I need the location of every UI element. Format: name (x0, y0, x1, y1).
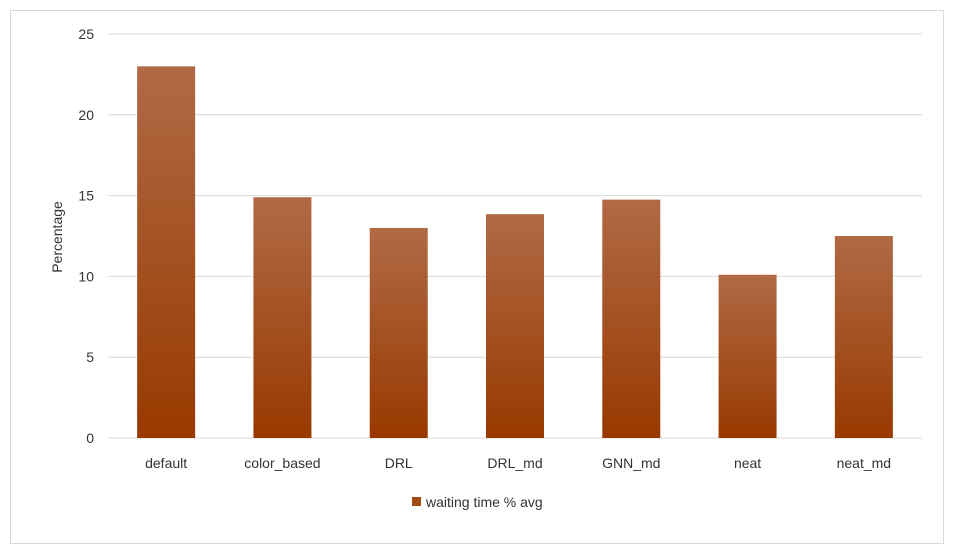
y-tick-label-0: 0 (86, 430, 94, 446)
legend-swatch (412, 497, 421, 506)
bar-neat_md (834, 236, 893, 438)
x-tick-labels: default color_based DRL DRL_md GNN_md neat nea… (145, 455, 891, 471)
gridlines (108, 33, 922, 439)
x-tick-label-neat_md: neat_md (837, 455, 891, 471)
legend: waiting time % avg (412, 494, 543, 510)
bar-color_based (253, 197, 312, 438)
y-tick-label-20: 20 (78, 107, 94, 123)
y-tick-label-10: 10 (78, 268, 94, 284)
y-tick-label-15: 15 (78, 188, 94, 204)
y-tick-label-25: 25 (78, 26, 94, 42)
bar-neat (718, 274, 777, 438)
bar-DRL (369, 227, 428, 438)
x-tick-label-neat: neat (734, 455, 761, 471)
bar-default (137, 66, 196, 438)
legend-label: waiting time % avg (425, 494, 543, 510)
x-tick-label-DRL: DRL (385, 455, 413, 471)
x-tick-label-color_based: color_based (244, 455, 320, 471)
bars (137, 66, 893, 438)
bar-DRL_md (486, 214, 544, 438)
x-tick-label-default: default (145, 455, 187, 471)
x-tick-label-GNN_md: GNN_md (602, 455, 660, 471)
y-axis-title: Percentage (49, 201, 65, 273)
y-tick-labels: 0 5 10 15 20 25 (78, 26, 94, 446)
bar-GNN_md (602, 199, 661, 438)
y-tick-label-5: 5 (86, 349, 94, 365)
x-tick-label-DRL_md: DRL_md (487, 455, 542, 471)
